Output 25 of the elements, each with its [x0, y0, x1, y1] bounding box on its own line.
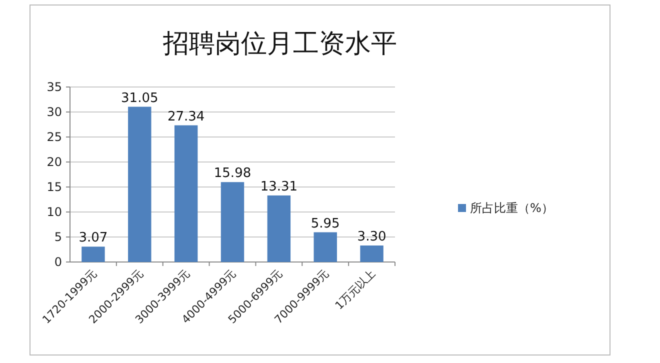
- chart-title: 招聘岗位月工资水平: [162, 29, 397, 59]
- bar: [267, 195, 291, 262]
- data-label: 5.95: [310, 216, 340, 232]
- data-label: 13.31: [260, 179, 298, 194]
- data-label: 31.05: [121, 90, 158, 106]
- bar: [314, 232, 337, 262]
- data-label: 3.30: [357, 230, 386, 244]
- bar: [82, 246, 105, 262]
- y-tick-label: 35: [46, 80, 62, 94]
- bar: [360, 246, 384, 262]
- data-label: 27.34: [167, 109, 205, 124]
- bar: [128, 106, 152, 262]
- y-tick-label: 5: [54, 230, 62, 244]
- y-tick-label: 10: [46, 205, 62, 219]
- bar: [220, 182, 244, 262]
- data-label: 15.98: [214, 166, 252, 182]
- y-tick-label: 30: [46, 105, 62, 119]
- legend-label: 所占比重（%）: [470, 201, 554, 215]
- y-tick-label: 25: [46, 130, 62, 144]
- data-label: 3.07: [78, 230, 108, 246]
- x-tick-label: 1万元以上: [332, 266, 378, 312]
- bar: [174, 125, 198, 262]
- y-tick-label: 20: [46, 155, 62, 169]
- y-tick-label: 0: [54, 255, 62, 269]
- y-tick-label: 15: [46, 180, 62, 194]
